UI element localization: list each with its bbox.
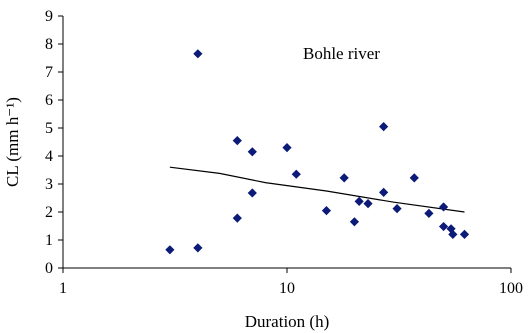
- x-tick-label: 1: [59, 280, 67, 297]
- y-axis-title: CL (mm h⁻¹): [3, 97, 22, 187]
- y-tick-label: 9: [45, 8, 53, 25]
- chart-annotation: Bohle river: [303, 44, 380, 63]
- trendline: [169, 166, 465, 213]
- y-tick-label: 6: [45, 92, 53, 109]
- points-layer: [165, 49, 470, 255]
- data-point: [379, 187, 389, 197]
- data-point: [379, 122, 389, 132]
- data-point: [354, 196, 364, 206]
- x-tick-label: 10: [279, 280, 295, 297]
- y-tick-label: 8: [45, 36, 53, 53]
- x-tick-label: 100: [499, 280, 523, 297]
- data-point: [193, 49, 203, 59]
- data-point: [282, 143, 292, 153]
- data-point: [424, 208, 434, 218]
- data-point: [339, 173, 349, 183]
- y-tick-label: 3: [45, 176, 53, 193]
- data-point: [232, 136, 242, 146]
- data-point: [291, 169, 301, 179]
- data-point: [349, 217, 360, 227]
- y-tick-label: 1: [45, 232, 53, 249]
- data-point: [409, 173, 419, 183]
- data-point: [193, 243, 203, 253]
- y-tick-label: 4: [45, 148, 53, 165]
- data-point: [459, 229, 470, 239]
- y-tick-label: 7: [45, 64, 53, 81]
- data-point: [165, 245, 175, 255]
- data-point: [247, 147, 257, 157]
- y-tick-label: 2: [45, 204, 53, 221]
- data-point: [247, 188, 257, 198]
- data-point: [321, 206, 332, 216]
- data-point: [438, 202, 449, 212]
- y-tick-label: 5: [45, 120, 53, 137]
- data-point: [448, 229, 458, 239]
- data-point: [363, 199, 373, 209]
- trendline-layer: [169, 166, 465, 213]
- x-axis-title: Duration (h): [245, 312, 330, 331]
- y-tick-label: 0: [45, 260, 53, 277]
- data-point: [438, 221, 449, 232]
- data-point: [232, 213, 242, 223]
- data-point: [392, 204, 402, 214]
